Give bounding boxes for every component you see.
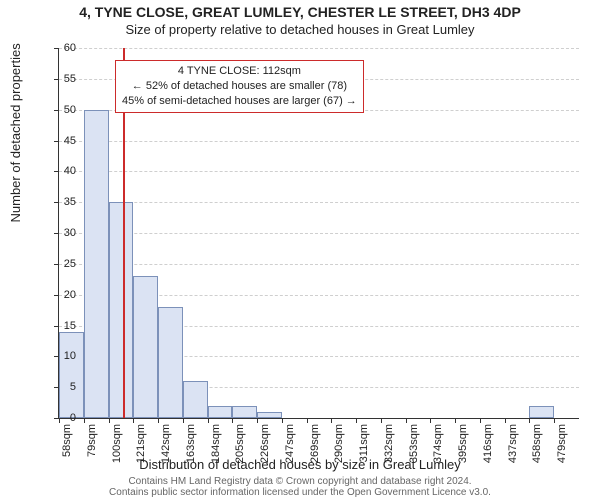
- ytick-label: 30: [46, 227, 76, 239]
- xtick-mark: [529, 418, 530, 423]
- xtick-mark: [232, 418, 233, 423]
- xtick-label: 479sqm: [556, 424, 568, 463]
- xtick-mark: [480, 418, 481, 423]
- plot-area: 4 TYNE CLOSE: 112sqm← 52% of detached ho…: [58, 48, 579, 419]
- chart-container: 4, TYNE CLOSE, GREAT LUMLEY, CHESTER LE …: [0, 0, 600, 500]
- histogram-bar: [109, 202, 134, 418]
- xtick-label: 269sqm: [309, 424, 321, 463]
- ytick-label: 5: [46, 381, 76, 393]
- gridline: [59, 264, 579, 265]
- xtick-mark: [554, 418, 555, 423]
- footer-attribution: Contains HM Land Registry data © Crown c…: [0, 476, 600, 498]
- xtick-label: 184sqm: [210, 424, 222, 463]
- xtick-label: 142sqm: [160, 424, 172, 463]
- ytick-label: 10: [46, 350, 76, 362]
- xtick-label: 416sqm: [482, 424, 494, 463]
- xtick-label: 79sqm: [86, 424, 98, 457]
- histogram-bar: [257, 412, 282, 418]
- xtick-mark: [406, 418, 407, 423]
- annotation-line1: 4 TYNE CLOSE: 112sqm: [122, 64, 357, 79]
- histogram-bar: [183, 381, 208, 418]
- xtick-label: 311sqm: [358, 424, 370, 462]
- ytick-label: 35: [46, 196, 76, 208]
- annotation-line2: ← 52% of detached houses are smaller (78…: [122, 79, 357, 94]
- annotation-box: 4 TYNE CLOSE: 112sqm← 52% of detached ho…: [115, 60, 364, 113]
- histogram-bar: [208, 406, 233, 418]
- xtick-mark: [183, 418, 184, 423]
- ytick-label: 50: [46, 104, 76, 116]
- xtick-label: 121sqm: [135, 424, 147, 463]
- xtick-mark: [282, 418, 283, 423]
- xtick-mark: [257, 418, 258, 423]
- ytick-label: 55: [46, 73, 76, 85]
- xtick-mark: [208, 418, 209, 423]
- xtick-mark: [84, 418, 85, 423]
- footer-line-2: Contains public sector information licen…: [0, 487, 600, 498]
- xtick-mark: [381, 418, 382, 423]
- xtick-label: 395sqm: [457, 424, 469, 463]
- xtick-mark: [109, 418, 110, 423]
- xtick-label: 353sqm: [408, 424, 420, 463]
- xtick-mark: [158, 418, 159, 423]
- chart-title-line2: Size of property relative to detached ho…: [0, 22, 600, 37]
- xtick-mark: [455, 418, 456, 423]
- ytick-label: 60: [46, 42, 76, 54]
- ytick-label: 25: [46, 258, 76, 270]
- xtick-label: 437sqm: [507, 424, 519, 463]
- histogram-bar: [133, 276, 158, 418]
- gridline: [59, 171, 579, 172]
- gridline: [59, 48, 579, 49]
- xtick-mark: [356, 418, 357, 423]
- chart-title-line1: 4, TYNE CLOSE, GREAT LUMLEY, CHESTER LE …: [0, 4, 600, 20]
- gridline: [59, 202, 579, 203]
- ytick-label: 20: [46, 289, 76, 301]
- ytick-label: 40: [46, 165, 76, 177]
- xtick-mark: [331, 418, 332, 423]
- xtick-label: 226sqm: [259, 424, 271, 463]
- xtick-label: 332sqm: [383, 424, 395, 463]
- gridline: [59, 141, 579, 142]
- xtick-label: 163sqm: [185, 424, 197, 463]
- ytick-label: 0: [46, 412, 76, 424]
- histogram-bar: [529, 406, 554, 418]
- xtick-mark: [133, 418, 134, 423]
- xtick-label: 247sqm: [284, 424, 296, 463]
- xtick-label: 100sqm: [111, 424, 123, 463]
- histogram-bar: [158, 307, 183, 418]
- xtick-label: 374sqm: [432, 424, 444, 463]
- histogram-bar: [59, 332, 84, 418]
- xtick-mark: [505, 418, 506, 423]
- ytick-label: 45: [46, 135, 76, 147]
- xtick-mark: [430, 418, 431, 423]
- footer-line-1: Contains HM Land Registry data © Crown c…: [0, 476, 600, 487]
- xtick-label: 58sqm: [61, 424, 73, 457]
- ytick-label: 15: [46, 320, 76, 332]
- y-axis-label: Number of detached properties: [8, 43, 23, 222]
- xtick-mark: [307, 418, 308, 423]
- annotation-line3: 45% of semi-detached houses are larger (…: [122, 94, 357, 109]
- histogram-bar: [84, 110, 109, 418]
- xtick-label: 205sqm: [234, 424, 246, 463]
- xtick-label: 290sqm: [333, 424, 345, 463]
- gridline: [59, 233, 579, 234]
- histogram-bar: [232, 406, 257, 418]
- xtick-label: 458sqm: [531, 424, 543, 463]
